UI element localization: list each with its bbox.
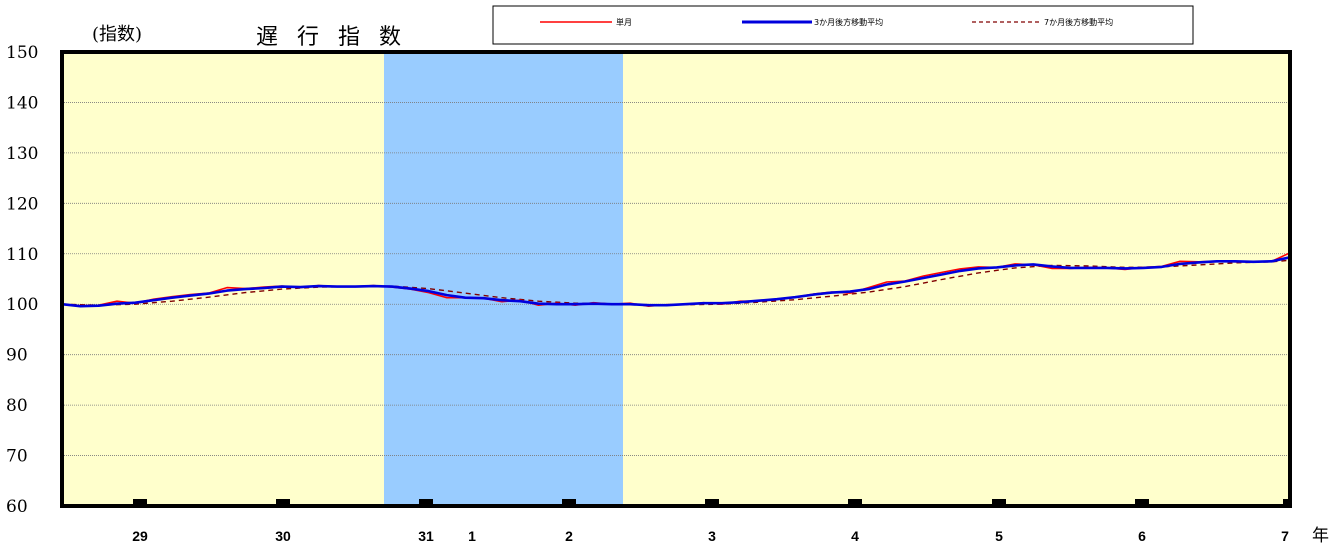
y-tick-label: 70: [6, 447, 28, 467]
y-tick-label: 90: [6, 346, 28, 366]
x-tick-marker: [419, 499, 433, 506]
legend-label-7m-average: 7か月後方移動平均: [1044, 17, 1113, 27]
x-tick-marker: [705, 499, 719, 506]
x-tick-marker: [562, 499, 576, 506]
y-axis-unit-label: (指数): [92, 24, 142, 45]
y-tick-label: 100: [6, 295, 38, 315]
x-axis-unit-label: 年: [1312, 526, 1329, 546]
x-tick-label: 1: [468, 528, 476, 544]
x-tick-label: 2: [565, 528, 573, 544]
x-tick-label: 4: [851, 528, 859, 544]
x-tick-marker: [133, 499, 147, 506]
legend: 単月 3か月後方移動平均 7か月後方移動平均: [492, 5, 1194, 45]
y-tick-label: 60: [6, 497, 28, 517]
x-tick-marker: [992, 499, 1006, 506]
y-tick-label: 150: [6, 43, 38, 63]
x-tick-marker: [1135, 499, 1149, 506]
x-axis-ticks: 29 30 31 1 2 3 4 5 6 7: [132, 499, 1290, 544]
y-tick-label: 110: [6, 245, 38, 265]
x-tick-label: 31: [418, 528, 434, 544]
plot-background: [62, 52, 1290, 506]
y-tick-label: 80: [6, 396, 28, 416]
y-tick-label: 140: [6, 93, 38, 113]
chart-title: 遅 行 指 数: [256, 25, 407, 50]
y-tick-label: 130: [6, 144, 38, 164]
x-tick-marker: [276, 499, 290, 506]
y-axis-ticks: 60 70 80 90 100 110 120 130 140 150: [6, 43, 38, 517]
x-tick-label: 30: [275, 528, 291, 544]
y-tick-label: 120: [6, 194, 38, 214]
plot-border: [60, 50, 1292, 508]
x-tick-label: 3: [708, 528, 716, 544]
series-layer: [61, 252, 1291, 308]
x-tick-marker: [1283, 499, 1290, 506]
x-tick-label: 7: [1281, 528, 1289, 544]
x-tick-label: 29: [132, 528, 148, 544]
legend-label-monthly: 単月: [616, 17, 632, 27]
x-tick-label: 6: [1138, 528, 1146, 544]
x-tick-marker: [848, 499, 862, 506]
recession-shaded-period: [384, 52, 623, 506]
series-line-1: [61, 256, 1291, 308]
legend-label-3m-average: 3か月後方移動平均: [814, 17, 883, 27]
legend-box: [492, 5, 1194, 45]
x-tick-label: 5: [995, 528, 1003, 544]
